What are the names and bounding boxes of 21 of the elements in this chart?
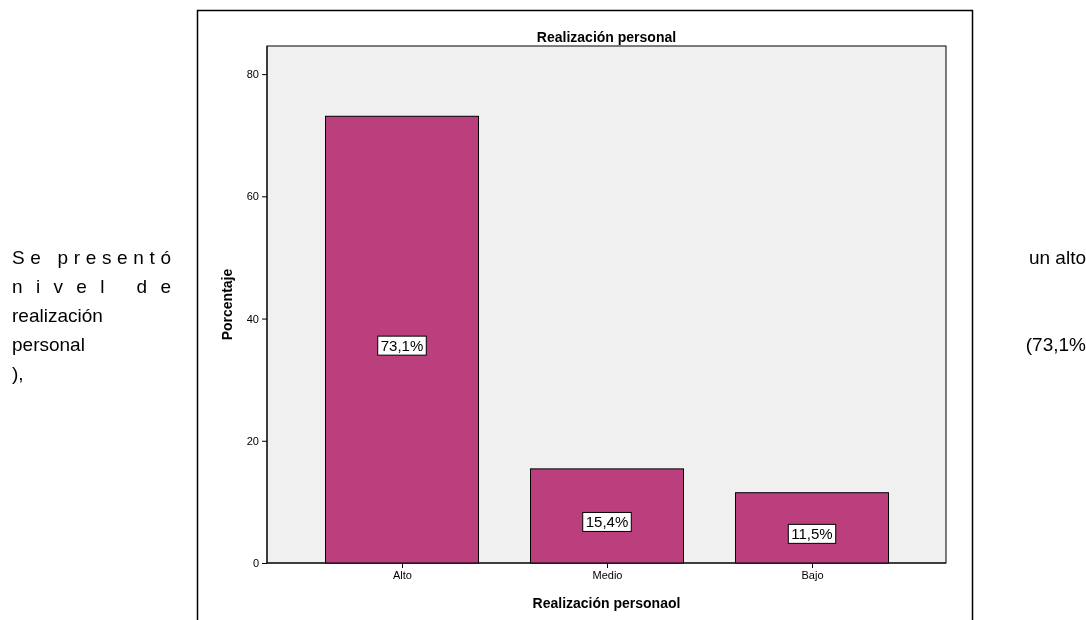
x-tick-label: Medio: [592, 568, 623, 581]
x-tick-label: Alto: [393, 568, 412, 581]
y-tick-label: 80: [246, 68, 259, 81]
y-tick-label: 0: [252, 557, 259, 570]
data-label: 15,4%: [585, 513, 629, 531]
chart-title: Realización personal: [536, 29, 677, 45]
y-tick-label: 60: [246, 190, 259, 203]
y-axis-title: Porcentaje: [219, 268, 235, 341]
text: un alto: [1028, 247, 1086, 268]
x-tick-label: Bajo: [801, 568, 824, 581]
text: personal: [12, 334, 85, 355]
y-tick-label: 40: [246, 312, 259, 325]
text: realización: [12, 305, 103, 326]
y-tick-label: 20: [246, 434, 259, 447]
data-label: 73,1%: [380, 337, 424, 355]
text: ),: [12, 363, 24, 384]
x-axis-title: Realización personaol: [532, 595, 681, 611]
text: nivel de: [12, 276, 171, 297]
data-label: 11,5%: [791, 525, 833, 543]
text: Se presentó: [12, 247, 171, 268]
text: (73,1%: [1025, 334, 1086, 355]
